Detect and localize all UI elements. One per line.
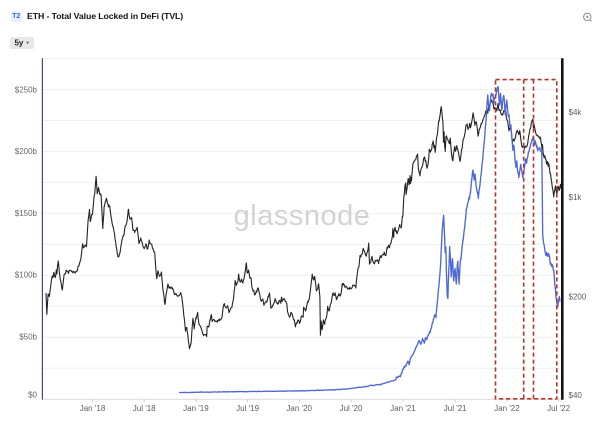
svg-text:Jul '21: Jul '21	[444, 404, 467, 413]
svg-text:$50b: $50b	[19, 333, 37, 342]
svg-text:$150b: $150b	[15, 209, 38, 218]
svg-text:$200: $200	[569, 292, 587, 301]
svg-text:glassnode: glassnode	[234, 200, 371, 232]
svg-text:Jul '18: Jul '18	[133, 404, 156, 413]
svg-text:$250b: $250b	[15, 85, 38, 94]
svg-text:Jan '18: Jan '18	[80, 404, 106, 413]
svg-text:Jan '21: Jan '21	[390, 404, 416, 413]
svg-text:$200b: $200b	[15, 147, 38, 156]
svg-text:Jul '22: Jul '22	[547, 404, 570, 413]
svg-text:Jul '20: Jul '20	[340, 404, 363, 413]
svg-text:Jan '22: Jan '22	[494, 404, 520, 413]
svg-text:Jan '19: Jan '19	[183, 404, 209, 413]
svg-text:$0: $0	[28, 391, 37, 400]
svg-text:$40: $40	[569, 391, 583, 400]
svg-text:$1k: $1k	[569, 193, 583, 202]
svg-text:Jan '20: Jan '20	[286, 404, 312, 413]
svg-text:Jul '19: Jul '19	[236, 404, 259, 413]
svg-text:$4k: $4k	[569, 108, 583, 117]
svg-text:$100b: $100b	[15, 271, 38, 280]
